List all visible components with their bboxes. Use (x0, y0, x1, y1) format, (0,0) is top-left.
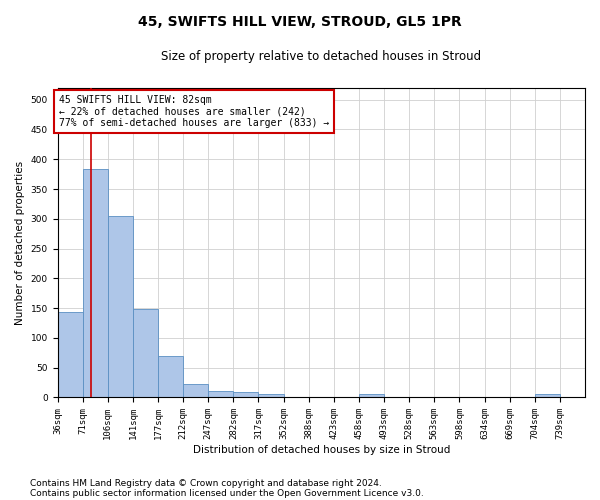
X-axis label: Distribution of detached houses by size in Stroud: Distribution of detached houses by size … (193, 445, 450, 455)
Y-axis label: Number of detached properties: Number of detached properties (15, 160, 25, 324)
Bar (133, 310, 158, 398)
Bar (158, 356, 183, 398)
Text: 45, SWIFTS HILL VIEW, STROUD, GL5 1PR: 45, SWIFTS HILL VIEW, STROUD, GL5 1PR (138, 15, 462, 29)
Bar (58, 312, 83, 398)
Text: Contains HM Land Registry data © Crown copyright and database right 2024.: Contains HM Land Registry data © Crown c… (30, 478, 382, 488)
Bar (359, 394, 384, 398)
Bar (233, 392, 259, 398)
Bar (108, 216, 133, 398)
Bar (535, 394, 560, 398)
Bar (259, 394, 284, 398)
Bar (208, 391, 233, 398)
Text: Contains public sector information licensed under the Open Government Licence v3: Contains public sector information licen… (30, 490, 424, 498)
Text: 45 SWIFTS HILL VIEW: 82sqm
← 22% of detached houses are smaller (242)
77% of sem: 45 SWIFTS HILL VIEW: 82sqm ← 22% of deta… (59, 95, 329, 128)
Title: Size of property relative to detached houses in Stroud: Size of property relative to detached ho… (161, 50, 481, 63)
Bar (83, 170, 108, 398)
Bar (183, 384, 208, 398)
